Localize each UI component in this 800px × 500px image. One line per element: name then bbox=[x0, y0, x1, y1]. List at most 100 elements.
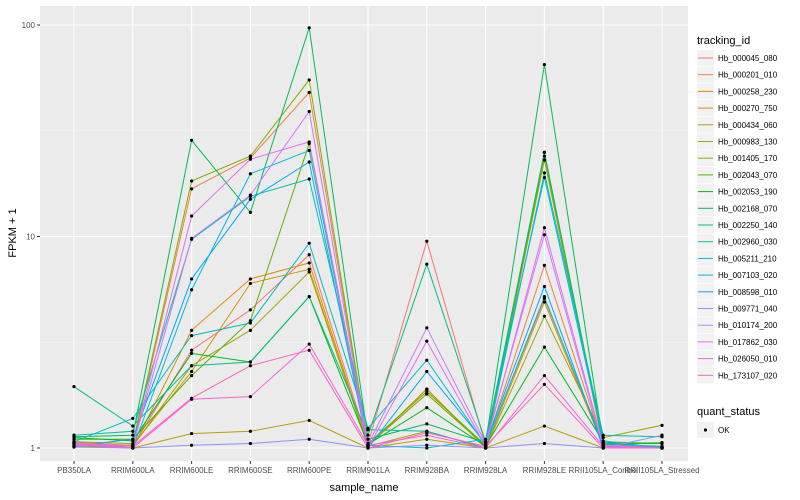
data-point bbox=[542, 233, 547, 237]
shape-legend: quant_status OK bbox=[697, 406, 760, 438]
data-point bbox=[542, 296, 547, 300]
data-point bbox=[190, 369, 194, 374]
data-point bbox=[425, 443, 429, 447]
legend-item: Hb_001405_170 bbox=[697, 150, 778, 167]
data-point bbox=[366, 446, 370, 450]
legend-item: Hb_005211_210 bbox=[697, 250, 777, 267]
data-point bbox=[131, 433, 135, 437]
legend-label: Hb_009771_040 bbox=[718, 305, 778, 314]
data-point bbox=[248, 321, 252, 325]
legend-item: Hb_173107_020 bbox=[697, 367, 778, 384]
data-point bbox=[484, 437, 488, 441]
data-point bbox=[542, 175, 547, 180]
data-point bbox=[542, 263, 547, 268]
data-point bbox=[248, 172, 252, 176]
data-point bbox=[366, 433, 370, 437]
data-point bbox=[425, 369, 429, 374]
data-point bbox=[190, 214, 194, 218]
data-point bbox=[248, 193, 252, 197]
data-point bbox=[307, 140, 311, 144]
legend-item: Hb_000045_080 bbox=[697, 50, 778, 66]
y-tick-label: 1 bbox=[31, 444, 36, 453]
data-point bbox=[307, 270, 311, 274]
x-axis: PB350LA RRIM600LA RRIM600LE RRIM600SE RRIM60… bbox=[57, 461, 700, 475]
legend-label: Hb_010174_200 bbox=[718, 321, 778, 330]
x-tick-label: RRIM600SE bbox=[228, 466, 272, 475]
legend-label: Hb_002250_140 bbox=[718, 221, 778, 230]
plot-panel bbox=[40, 6, 688, 461]
data-point bbox=[190, 333, 194, 338]
legend-title: tracking_id bbox=[697, 35, 750, 47]
legend-label: Hb_002960_030 bbox=[718, 238, 778, 247]
shape-legend-items: OK bbox=[697, 422, 730, 438]
data-point bbox=[425, 239, 429, 243]
data-point bbox=[248, 360, 252, 364]
data-point bbox=[190, 138, 194, 142]
legend-item: Hb_000201_010 bbox=[697, 66, 778, 83]
legend-item: Hb_000258_230 bbox=[697, 83, 778, 100]
shape-legend-label: OK bbox=[718, 426, 730, 435]
data-point bbox=[248, 364, 252, 368]
data-point bbox=[425, 422, 429, 426]
y-axis: 1 10 100 bbox=[22, 21, 40, 453]
data-point bbox=[190, 373, 194, 378]
legend-label: Hb_000270_750 bbox=[718, 104, 778, 113]
data-point bbox=[425, 262, 429, 266]
data-point bbox=[425, 437, 429, 441]
data-point bbox=[660, 433, 664, 437]
x-tick-label: RRIM928LE bbox=[523, 466, 567, 475]
data-point bbox=[307, 348, 311, 352]
x-tick-label: RRIM600LE bbox=[170, 466, 214, 475]
data-point bbox=[366, 443, 370, 447]
x-tick-label: RRII105LA_Control bbox=[569, 466, 639, 475]
legend-item: Hb_002168_070 bbox=[697, 200, 778, 217]
data-point bbox=[190, 364, 194, 368]
legend-item: Hb_010174_200 bbox=[697, 317, 778, 334]
legend-item: Hb_026050_010 bbox=[697, 350, 778, 367]
data-point bbox=[131, 416, 135, 421]
legend: tracking_id Hb_000045_080Hb_000201_010Hb… bbox=[697, 35, 778, 384]
legend-label: Hb_017862_030 bbox=[718, 338, 778, 347]
legend-label: Hb_026050_010 bbox=[718, 355, 778, 364]
legend-label: Hb_007103_020 bbox=[718, 271, 778, 280]
data-point bbox=[425, 446, 429, 450]
data-point bbox=[307, 148, 311, 153]
data-point bbox=[190, 443, 194, 447]
legend-items: Hb_000045_080 Hb_000201_010 Hb_000258_230 H… bbox=[697, 50, 778, 384]
data-point bbox=[601, 435, 605, 440]
legend-item: Hb_002960_030 bbox=[697, 233, 778, 250]
data-point bbox=[72, 441, 76, 445]
data-point bbox=[425, 406, 429, 410]
legend-item: Hb_000983_130 bbox=[697, 133, 778, 150]
data-point bbox=[248, 277, 252, 281]
legend-label: Hb_002043_070 bbox=[718, 171, 778, 180]
data-point bbox=[542, 382, 547, 386]
data-point bbox=[542, 158, 547, 162]
data-point bbox=[307, 177, 311, 181]
data-point bbox=[542, 62, 547, 67]
data-point bbox=[307, 342, 311, 346]
legend-label: Hb_000983_130 bbox=[718, 138, 778, 147]
data-point bbox=[425, 326, 429, 330]
data-point bbox=[307, 261, 311, 265]
data-point bbox=[248, 328, 252, 332]
data-point bbox=[190, 351, 194, 356]
data-point bbox=[248, 197, 252, 201]
data-point bbox=[366, 437, 370, 441]
data-point bbox=[190, 431, 194, 436]
data-point bbox=[131, 429, 135, 433]
data-point bbox=[248, 154, 252, 158]
data-point bbox=[307, 109, 311, 114]
legend-label: Hb_002168_070 bbox=[718, 204, 778, 213]
data-point bbox=[248, 157, 252, 161]
data-point bbox=[542, 284, 547, 289]
data-point bbox=[72, 385, 76, 389]
data-point bbox=[542, 424, 547, 428]
x-tick-label: RRII105LA_Stressed bbox=[624, 466, 699, 475]
data-point bbox=[190, 187, 194, 191]
x-tick-label: RRIM928LA bbox=[464, 466, 508, 475]
data-point bbox=[484, 444, 488, 448]
x-tick-label: RRIM928BA bbox=[405, 466, 450, 475]
y-tick-label: 100 bbox=[22, 21, 36, 30]
